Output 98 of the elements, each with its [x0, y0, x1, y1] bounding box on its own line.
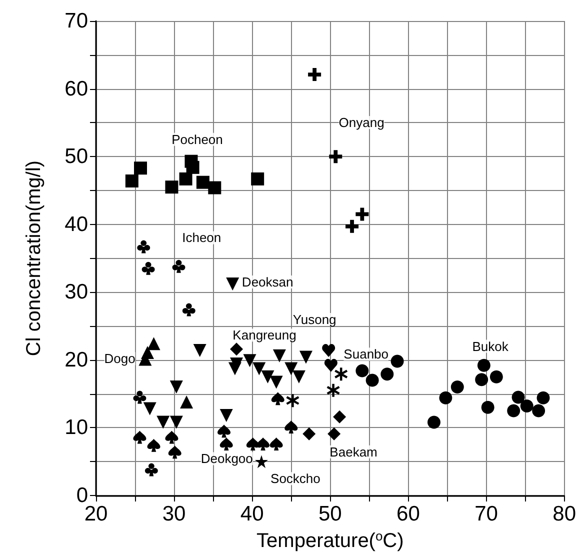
point [490, 370, 503, 384]
point [302, 427, 316, 440]
y-tick-label: 40 [64, 212, 88, 236]
y-tick-label: 70 [64, 10, 88, 32]
point [475, 373, 488, 386]
point [156, 416, 170, 429]
x-tick-label: 80 [552, 502, 576, 526]
point [284, 420, 298, 434]
series-label: Deokgoo [200, 451, 253, 466]
point [133, 390, 146, 404]
point [170, 380, 183, 394]
point [477, 358, 490, 372]
point [144, 463, 158, 476]
point [512, 390, 525, 404]
y-tick-label: 60 [64, 77, 88, 100]
point [334, 368, 348, 381]
series-label: Pocheon [172, 132, 223, 147]
point [532, 404, 546, 418]
point [243, 354, 256, 368]
point [427, 416, 440, 429]
point [270, 437, 283, 450]
x-tick-label: 60 [396, 502, 420, 526]
x-tick-label: 50 [318, 502, 342, 526]
point [137, 240, 150, 254]
y-axis-title: Cl concentration(mg/l) [23, 160, 45, 356]
point [133, 430, 146, 444]
point [226, 278, 240, 291]
series-label: Onyang [338, 115, 384, 130]
point [328, 427, 341, 440]
point [256, 437, 270, 450]
point [134, 162, 147, 175]
point [333, 410, 346, 424]
point [299, 350, 312, 364]
point [147, 438, 160, 452]
point [230, 342, 243, 356]
point [380, 368, 394, 381]
point [218, 424, 231, 438]
point [142, 262, 155, 275]
point [450, 380, 464, 394]
point [228, 362, 242, 376]
point [390, 354, 404, 368]
x-tick-label: 70 [474, 502, 498, 526]
y-tick-label: 50 [64, 145, 88, 168]
point [180, 395, 194, 408]
point [326, 384, 340, 397]
point [322, 344, 336, 357]
point [220, 437, 233, 450]
point [143, 402, 156, 416]
point [208, 181, 222, 194]
series-label: Deoksan [242, 274, 294, 290]
series-label: Kangreung [232, 328, 296, 343]
point [439, 391, 452, 404]
y-tick-label: 30 [64, 280, 88, 304]
point [356, 364, 369, 378]
point [481, 400, 494, 414]
point [329, 150, 342, 164]
point [251, 172, 264, 186]
point [366, 374, 379, 387]
point [186, 160, 200, 174]
series-label: Sockcho [270, 471, 320, 486]
point [168, 446, 182, 459]
point [182, 303, 196, 316]
point [270, 376, 283, 389]
point [308, 68, 322, 82]
point [125, 174, 138, 188]
point [165, 430, 178, 444]
point [324, 358, 338, 372]
series-label: Baekam [330, 444, 378, 460]
point [193, 344, 206, 357]
series-label: Suanbo [344, 346, 388, 362]
point [261, 370, 274, 384]
point [286, 394, 300, 408]
series-label: Yusong [292, 312, 336, 327]
point [165, 180, 178, 194]
x-tick-label: 40 [240, 502, 264, 526]
point [252, 362, 266, 376]
series-label: Bukok [472, 338, 509, 354]
point [346, 220, 359, 233]
point [147, 337, 160, 350]
point [292, 370, 306, 384]
point [356, 208, 369, 221]
y-tick-label: 20 [64, 348, 88, 372]
point [170, 416, 183, 429]
point [196, 176, 210, 189]
point [172, 260, 186, 273]
point [271, 392, 284, 406]
y-tick-label: 10 [64, 416, 88, 440]
x-tick-label: 30 [162, 502, 186, 526]
series-label: Dogo [104, 351, 136, 366]
series-label: Icheon [182, 230, 222, 246]
point [179, 172, 192, 186]
point [254, 455, 268, 468]
point [520, 400, 534, 413]
point [284, 362, 298, 376]
point [272, 349, 286, 362]
point [220, 409, 233, 422]
point [507, 404, 520, 418]
point [536, 391, 550, 404]
